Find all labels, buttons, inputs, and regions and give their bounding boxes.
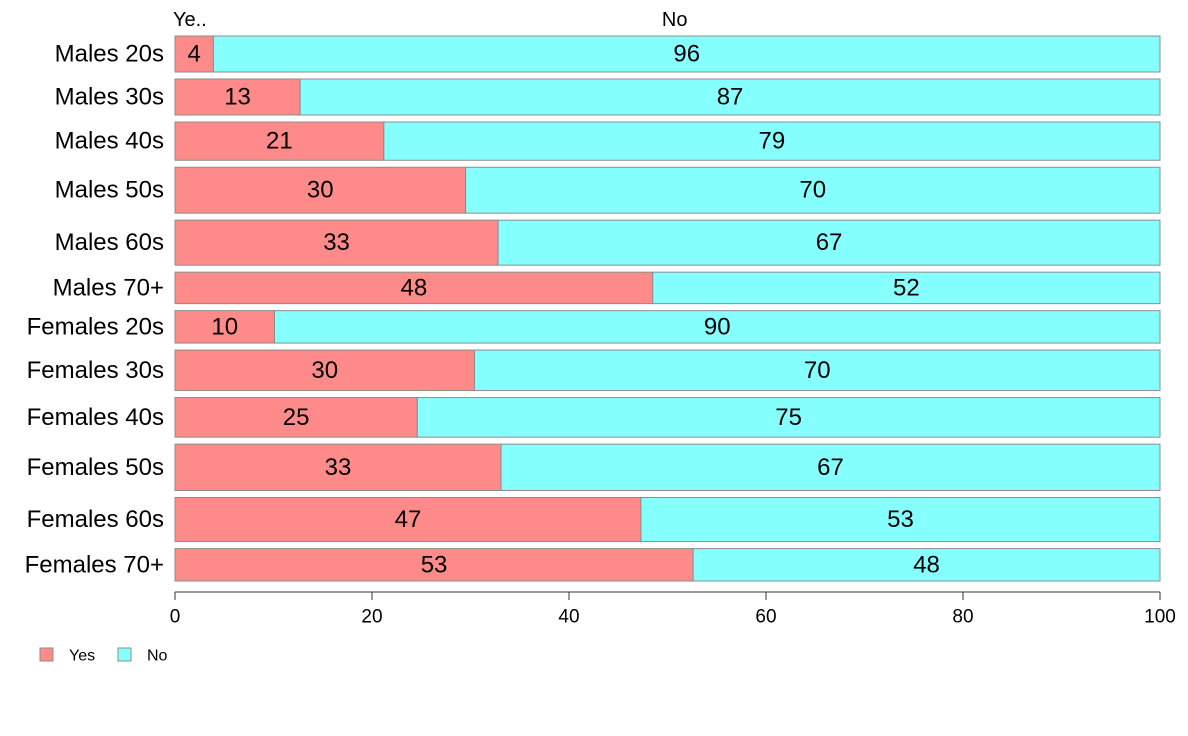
bar-value-label: 33 xyxy=(323,229,350,256)
x-tick-label: 80 xyxy=(952,607,973,628)
bar-no-6 xyxy=(273,310,1161,344)
bar-yes-6 xyxy=(174,310,275,344)
bar-no-10 xyxy=(640,497,1161,543)
column-headers: Ye.. No xyxy=(173,9,687,31)
x-tick-label: 60 xyxy=(755,607,776,628)
bar-value-label: 53 xyxy=(887,506,914,533)
bar-no-2 xyxy=(383,121,1161,161)
bar-yes-2 xyxy=(174,121,385,161)
legend-label-yes: Yes xyxy=(69,648,95,665)
row-label: Males 30s xyxy=(55,84,164,111)
bar-value-label: 52 xyxy=(893,274,920,301)
row-label: Females 30s xyxy=(27,357,164,384)
bar-yes-3 xyxy=(174,166,467,214)
bar-value-label: 21 xyxy=(266,128,293,155)
bar-value-label: 33 xyxy=(325,454,352,481)
row-label: Females 60s xyxy=(27,506,164,533)
row-label: Females 70+ xyxy=(25,551,164,578)
bar-no-3 xyxy=(465,166,1161,214)
bar-yes-10 xyxy=(174,497,642,543)
x-tick-label: 40 xyxy=(558,607,579,628)
row-label: Males 70+ xyxy=(53,274,164,301)
bar-value-label: 67 xyxy=(817,454,844,481)
bar-yes-1 xyxy=(174,78,301,116)
bar-yes-4 xyxy=(174,219,499,266)
bar-no-4 xyxy=(497,219,1161,266)
bar-value-label: 48 xyxy=(913,551,940,578)
bar-no-11 xyxy=(692,548,1161,582)
bar-yes-8 xyxy=(174,397,418,438)
row-label: Males 50s xyxy=(55,177,164,204)
bar-value-label: 48 xyxy=(401,274,428,301)
row-labels: Males 20s Males 30s Males 40s Males 50s Male… xyxy=(25,41,164,579)
row-label: Females 20s xyxy=(27,313,164,340)
bar-no-9 xyxy=(500,443,1161,491)
row-label: Females 40s xyxy=(27,404,164,431)
x-tick-label: 100 xyxy=(1144,607,1176,628)
row-label: Males 20s xyxy=(55,41,164,68)
bar-no-5 xyxy=(652,271,1161,305)
bar-value-label: 67 xyxy=(816,229,843,256)
bar-no-8 xyxy=(416,397,1161,438)
bar-value-label: 4 xyxy=(188,41,201,68)
bar-no-1 xyxy=(299,78,1161,116)
bar-yes-11 xyxy=(174,548,694,582)
header-label-no: No xyxy=(662,9,688,31)
legend-label-no: No xyxy=(147,648,168,665)
bar-value-label: 96 xyxy=(673,41,700,68)
bar-value-label: 30 xyxy=(311,357,338,384)
bar-value-label: 13 xyxy=(224,84,251,111)
legend: Yes No xyxy=(39,647,168,665)
row-label: Females 50s xyxy=(27,454,164,481)
x-tick-label: 20 xyxy=(361,607,382,628)
x-axis: 0 20 40 60 80 100 xyxy=(170,591,1176,628)
bar-value-label: 90 xyxy=(704,313,731,340)
bar-value-label: 79 xyxy=(759,128,786,155)
x-tick-label: 0 xyxy=(170,607,181,628)
row-label: Males 40s xyxy=(55,128,164,155)
bar-value-label: 30 xyxy=(307,177,334,204)
header-label-yes: Ye.. xyxy=(173,9,207,31)
bar-value-label: 70 xyxy=(804,357,831,384)
row-label: Males 60s xyxy=(55,229,164,256)
bar-yes-9 xyxy=(174,443,502,491)
bar-value-label: 47 xyxy=(395,506,422,533)
bar-value-label: 87 xyxy=(717,84,744,111)
bar-no-7 xyxy=(473,349,1161,392)
bar-value-label: 25 xyxy=(283,404,310,431)
legend-swatch-yes xyxy=(39,647,54,662)
bar-yes-0 xyxy=(174,35,214,73)
bar-no-0 xyxy=(212,35,1161,73)
bars: 4 96 13 87 21 79 30 70 33 67 48 52 10 90 30 70 25 75 33 67 4… xyxy=(174,35,1161,582)
legend-swatch-no xyxy=(117,647,132,662)
bar-value-label: 53 xyxy=(421,551,448,578)
bar-value-label: 75 xyxy=(775,404,802,431)
bar-value-label: 10 xyxy=(211,313,238,340)
bar-value-label: 70 xyxy=(799,177,826,204)
